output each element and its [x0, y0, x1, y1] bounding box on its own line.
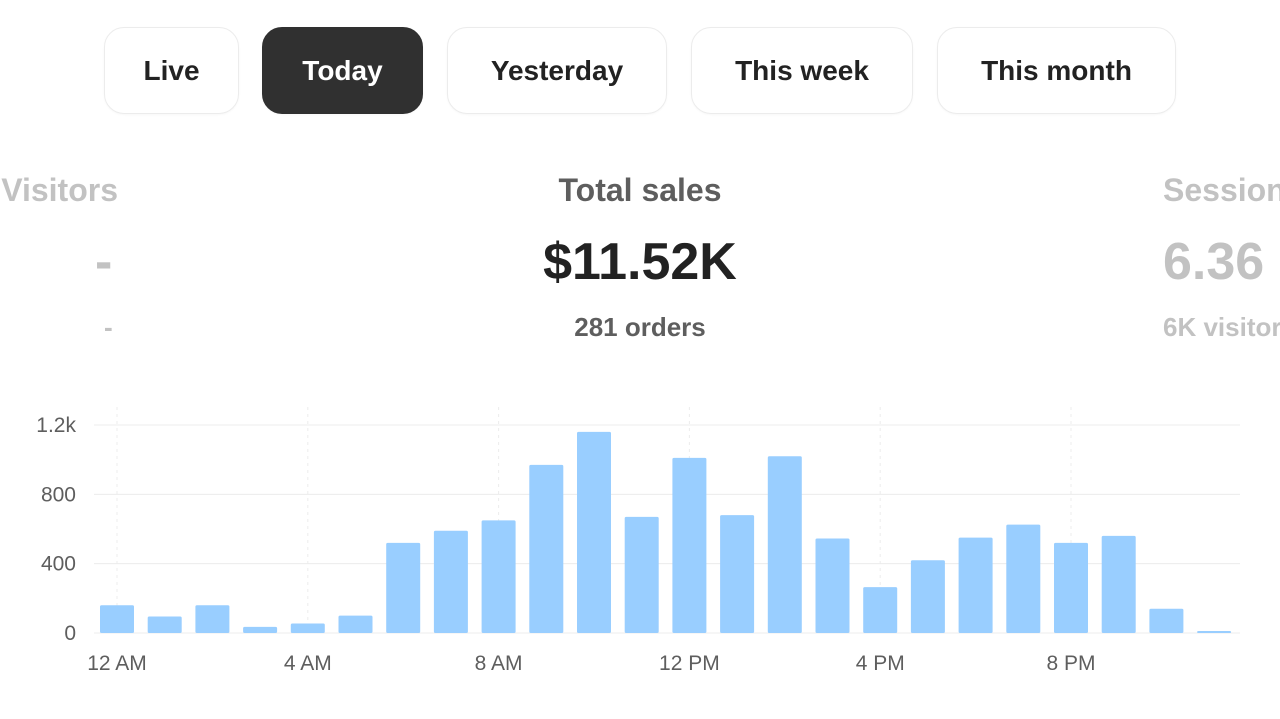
sales-bar — [529, 464, 564, 633]
sales-bar — [672, 457, 707, 633]
sales-bar — [386, 542, 421, 633]
sales-bar — [195, 605, 230, 633]
sales-bar — [1197, 631, 1232, 633]
sales-bar — [1101, 535, 1136, 633]
y-tick-label: 1.2k — [36, 414, 76, 437]
sales-bar — [1006, 524, 1041, 633]
x-tick-label: 12 PM — [659, 652, 720, 675]
sales-bar — [815, 538, 850, 633]
sessions-metric-sub: 6K visitors — [1163, 312, 1280, 342]
sales-bar — [1054, 542, 1088, 633]
x-tick-label: 4 AM — [284, 652, 332, 675]
sessions-metric-value: 6.36 — [1163, 233, 1265, 291]
sales-bar — [720, 515, 755, 633]
sales-bar — [910, 560, 945, 633]
visitors-metric-title[interactable]: Visitors — [1, 172, 118, 208]
sales-bar — [624, 516, 659, 633]
y-tick-label: 400 — [41, 553, 76, 576]
sales-bar — [863, 587, 898, 633]
visitors-metric-value: - — [95, 233, 113, 291]
x-tick-label: 8 PM — [1046, 652, 1095, 675]
total-sales-orders-count: 281 orders — [574, 312, 706, 342]
x-tick-label: 4 PM — [856, 652, 905, 675]
total-sales-metric-title[interactable]: Total sales — [558, 172, 722, 208]
sales-bar — [433, 530, 468, 633]
hourly-sales-chart: 0 400 800 1.2k 12 AM 4 AM 8 AM 12 PM 4 PM 8 PM — [36, 407, 1240, 675]
sales-bar — [243, 626, 278, 633]
visitors-metric-sub: - — [104, 312, 113, 342]
sales-bar — [577, 431, 611, 633]
sessions-metric-title[interactable]: Sessions — [1163, 172, 1280, 208]
total-sales-metric-value: $11.52K — [543, 233, 737, 291]
tab-today[interactable]: Today — [262, 27, 423, 114]
x-tick-label: 12 AM — [87, 652, 147, 675]
tab-this-week[interactable]: This week — [691, 27, 913, 114]
tab-this-month[interactable]: This month — [937, 27, 1176, 114]
sales-bar — [147, 616, 182, 633]
sales-bar — [290, 623, 325, 633]
sales-bar — [958, 537, 993, 633]
y-tick-label: 800 — [41, 483, 76, 506]
y-tick-label: 0 — [64, 622, 76, 645]
tab-live[interactable]: Live — [104, 27, 239, 114]
sales-bar — [481, 520, 516, 633]
tab-yesterday[interactable]: Yesterday — [447, 27, 667, 114]
x-tick-label: 8 AM — [475, 652, 523, 675]
sales-bar — [1149, 608, 1184, 633]
sales-bar — [100, 605, 134, 633]
sales-bar — [767, 456, 802, 633]
sales-bar — [338, 615, 373, 633]
